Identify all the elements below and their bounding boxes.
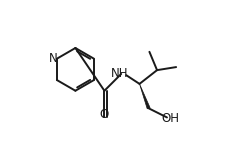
Text: NH: NH (111, 67, 128, 80)
Text: N: N (49, 52, 58, 65)
Text: O: O (100, 108, 109, 121)
Polygon shape (140, 84, 150, 109)
Text: OH: OH (162, 112, 180, 126)
